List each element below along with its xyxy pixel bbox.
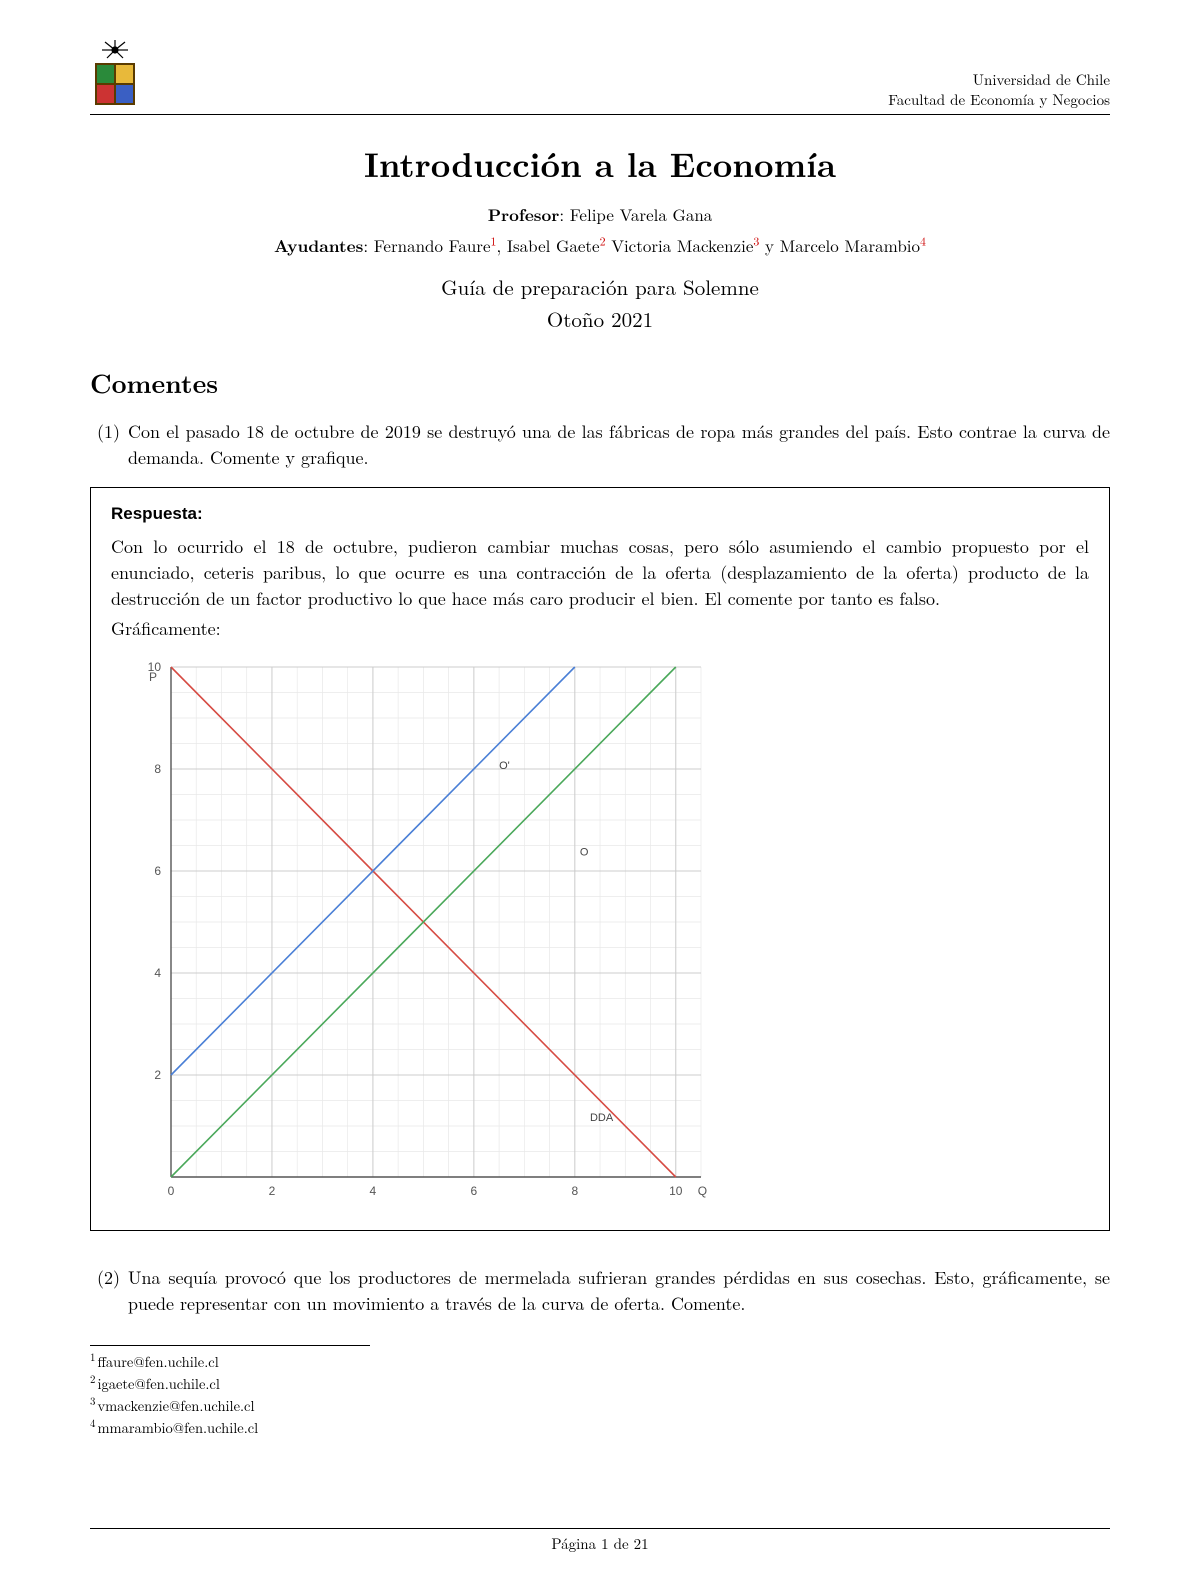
question-number: (1) [90, 419, 128, 471]
svg-text:6: 6 [154, 864, 161, 878]
svg-text:8: 8 [571, 1184, 578, 1198]
answer-label: Respuesta: [111, 504, 1089, 524]
footnote-2: 2igaete@fen.uchile.cl [90, 1372, 1110, 1394]
document-subtitle: Guía de preparación para Solemne [90, 272, 1110, 302]
faculty-name: Facultad de Economía y Negocios [888, 90, 1110, 110]
footnote-rule [90, 1345, 370, 1346]
svg-text:6: 6 [471, 1184, 478, 1198]
professor-name: : Felipe Varela Gana [559, 202, 712, 226]
svg-text:4: 4 [154, 966, 161, 980]
svg-text:0: 0 [168, 1184, 175, 1198]
section-heading-comentes: Comentes [90, 364, 1110, 401]
svg-text:2: 2 [154, 1068, 161, 1082]
page-header: Universidad de Chile Facultad de Economí… [90, 40, 1110, 115]
ayudantes-label: Ayudantes [274, 234, 363, 258]
university-logo [90, 40, 140, 110]
svg-text:P: P [149, 670, 157, 684]
footnote-ref-4: 4 [920, 233, 926, 249]
svg-text:DDA: DDA [590, 1111, 614, 1123]
question-text: Una sequía provocó que los productores d… [128, 1265, 1110, 1317]
ayudantes-line: Ayudantes: Fernando Faure1, Isabel Gaete… [90, 233, 1110, 258]
svg-text:8: 8 [154, 762, 161, 776]
question-2: (2) Una sequía provocó que los productor… [90, 1265, 1110, 1317]
professor-line: Profesor: Felipe Varela Gana [90, 202, 1110, 227]
university-name: Universidad de Chile [888, 70, 1110, 90]
answer-box-1: Respuesta: Con lo ocurrido el 18 de octu… [90, 487, 1110, 1230]
question-text: Con el pasado 18 de octubre de 2019 se d… [128, 419, 1110, 471]
question-1: (1) Con el pasado 18 de octubre de 2019 … [90, 419, 1110, 471]
page-title: Introducción a la Economía [90, 139, 1110, 188]
footnote-4: 4mmarambio@fen.uchile.cl [90, 1416, 1110, 1438]
footnote-1: 1ffaure@fen.uchile.cl [90, 1350, 1110, 1372]
semester: Otoño 2021 [90, 304, 1110, 334]
footnotes: 1ffaure@fen.uchile.cl 2igaete@fen.uchile… [90, 1345, 1110, 1439]
graficamente-label: Gráficamente: [111, 616, 1089, 642]
svg-text:O': O' [499, 760, 510, 772]
page-footer: Página 1 de 21 [90, 1528, 1110, 1554]
footnote-3: 3vmackenzie@fen.uchile.cl [90, 1394, 1110, 1416]
professor-label: Profesor [488, 203, 560, 227]
svg-text:O: O [580, 846, 589, 858]
answer-body: Con lo ocurrido el 18 de octubre, pudier… [111, 534, 1089, 612]
question-number: (2) [90, 1265, 128, 1317]
supply-demand-chart: 0224466881010PQDDAOO' [111, 647, 1089, 1212]
svg-text:Q: Q [698, 1184, 707, 1198]
svg-text:2: 2 [269, 1184, 276, 1198]
svg-text:10: 10 [669, 1184, 683, 1198]
svg-text:4: 4 [370, 1184, 377, 1198]
